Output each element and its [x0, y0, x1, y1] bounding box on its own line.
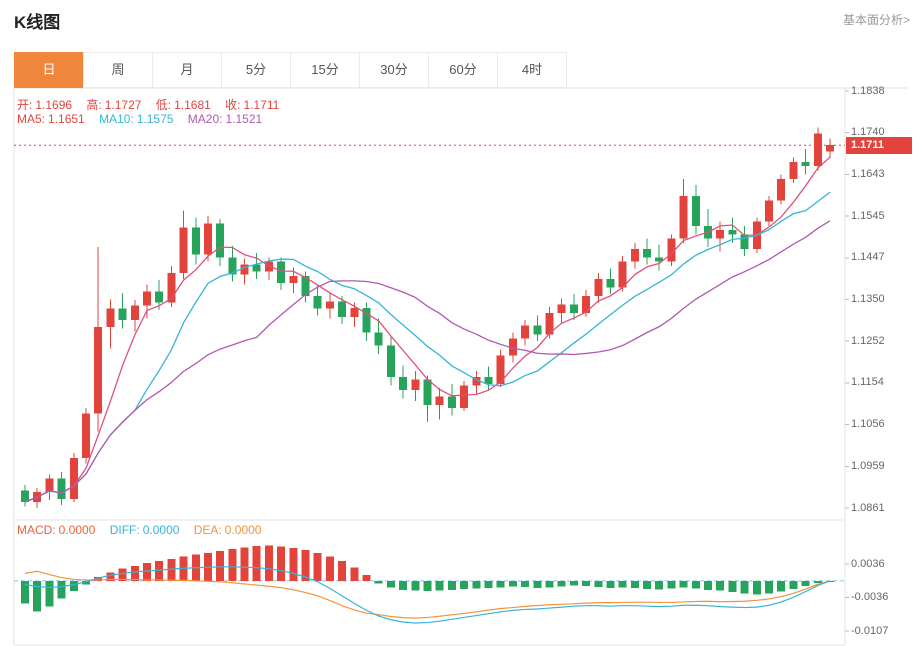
high-label: 高: [86, 98, 102, 112]
y-axis: 1.1838 1.1740 1.1643 1.1545 1.1447 1.1350 1.12… [851, 0, 915, 646]
ma5-value: 1.1651 [48, 112, 85, 126]
macd-legend: MACD: 0.0000 DIFF: 0.0000 DEA: 0.0000 [17, 523, 272, 537]
fundamental-analysis-link[interactable]: 基本面分析> [842, 13, 910, 27]
diff-label: DIFF: [109, 523, 140, 537]
dea-label: DEA: [193, 523, 222, 537]
dea-value: 0.0000 [224, 523, 262, 537]
ma-legend: MA5: 1.1651 MA10: 1.1575 MA20: 1.1521 [17, 112, 273, 126]
y-axis-label: -0.0036 [851, 591, 889, 603]
ohlc-legend: 开: 1.1696 高: 1.1727 低: 1.1681 收: 1.1711 [17, 96, 290, 113]
tab-month[interactable]: 月 [152, 52, 222, 88]
ma20-label: MA20: [187, 112, 223, 126]
low-label: 低: [155, 98, 172, 112]
tab-15min[interactable]: 15分 [290, 52, 360, 88]
open-label: 开: [17, 98, 33, 112]
open-value: 1.1696 [35, 98, 73, 112]
diff-value: 0.0000 [142, 523, 180, 537]
current-price-tag: 1.1711 [846, 137, 912, 155]
y-axis-label: 1.0861 [851, 501, 885, 514]
period-tabs: 日 周 月 5分 15分 30分 60分 4时 [14, 52, 567, 88]
y-axis-label: 1.1154 [851, 376, 884, 389]
low-value: 1.1681 [174, 98, 211, 112]
tab-4hour[interactable]: 4时 [497, 52, 567, 88]
y-axis-label: -0.0107 [851, 624, 889, 637]
ma10-value: 1.1575 [136, 112, 174, 126]
tab-week[interactable]: 周 [83, 52, 153, 88]
close-label: 收: [225, 98, 241, 112]
page-title: K线图 [14, 13, 61, 32]
ma20-value: 1.1521 [225, 112, 263, 126]
macd-value: 0.0000 [58, 523, 96, 537]
chart-plot-area[interactable] [14, 88, 845, 645]
high-value: 1.1727 [104, 98, 142, 112]
tab-5min[interactable]: 5分 [221, 52, 291, 88]
macd-label: MACD: [17, 523, 56, 537]
close-value: 1.1711 [243, 98, 280, 112]
tab-30min[interactable]: 30分 [359, 52, 429, 88]
y-axis-label: 1.1252 [851, 334, 885, 347]
y-axis-label: 0.0036 [851, 557, 885, 570]
y-axis-label: 1.1545 [851, 209, 885, 222]
y-axis-label: 1.1350 [851, 293, 885, 305]
y-axis-label: 1.1447 [851, 251, 885, 264]
ma5-label: MA5: [17, 112, 46, 126]
tab-day[interactable]: 日 [14, 52, 84, 88]
ma10-label: MA10: [99, 112, 134, 126]
y-axis-label: 1.1643 [851, 167, 885, 180]
y-axis-label: 1.1056 [851, 418, 885, 431]
y-axis-label: 1.1838 [851, 84, 885, 97]
y-axis-label: 1.0959 [851, 459, 885, 472]
tab-60min[interactable]: 60分 [428, 52, 498, 88]
